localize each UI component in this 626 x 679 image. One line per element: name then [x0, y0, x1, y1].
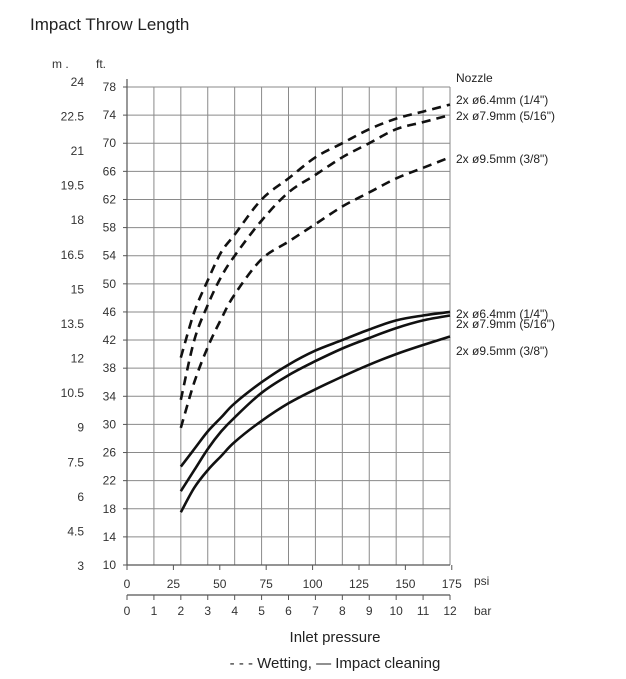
x-axis-label: Inlet pressure [290, 629, 381, 646]
series-line-impact-5 [179, 335, 451, 513]
y-tick-label-m: 6 [77, 490, 84, 504]
series-label: 2x ø9.5mm (3/8") [456, 152, 548, 166]
x-tick-label-psi: 75 [260, 577, 274, 591]
series-line-impact-4 [179, 314, 451, 492]
x-tick-label-psi: 50 [213, 577, 227, 591]
x-tick-label-psi: 175 [442, 577, 462, 591]
y-unit-feet: ft. [96, 57, 106, 71]
x-tick-label-psi: 25 [167, 577, 181, 591]
axes: 7874706662585450464238343026221814102422… [61, 75, 462, 618]
y-tick-label-m: 4.5 [67, 525, 84, 539]
y-tick-label-ft: 14 [103, 530, 117, 544]
x-tick-label-bar: 2 [177, 604, 184, 618]
y-tick-label-ft: 66 [103, 164, 117, 178]
x-tick-label-bar: 9 [366, 604, 373, 618]
y-tick-label-m: 22.5 [61, 109, 85, 123]
x-tick-label-bar: 0 [124, 604, 131, 618]
series-line-wetting-1 [179, 113, 451, 401]
series-lines [179, 103, 451, 513]
y-unit-meters: m . [52, 57, 69, 71]
y-tick-label-m: 24 [71, 75, 85, 89]
chart-title: Impact Throw Length [30, 15, 189, 34]
x-tick-label-psi: 100 [303, 577, 323, 591]
y-tick-label-m: 7.5 [67, 455, 84, 469]
series-label: 2x ø7.9mm (5/16") [456, 109, 555, 123]
y-tick-label-ft: 18 [103, 502, 117, 516]
y-tick-label-m: 3 [77, 559, 84, 573]
series-label: 2x ø9.5mm (3/8") [456, 344, 548, 358]
x-tick-label-bar: 1 [151, 604, 158, 618]
y-tick-label-ft: 70 [103, 136, 117, 150]
y-tick-label-ft: 22 [103, 474, 117, 488]
y-tick-label-ft: 58 [103, 221, 117, 235]
y-tick-label-m: 13.5 [61, 317, 85, 331]
y-tick-label-m: 9 [77, 421, 84, 435]
x-tick-label-bar: 4 [231, 604, 238, 618]
y-tick-label-ft: 34 [103, 389, 117, 403]
y-tick-label-ft: 30 [103, 417, 117, 431]
x-unit-psi: psi [474, 574, 489, 588]
y-tick-label-m: 16.5 [61, 248, 85, 262]
x-tick-label-psi: 0 [124, 577, 131, 591]
legend-header: Nozzle [456, 71, 493, 85]
y-tick-label-ft: 78 [103, 80, 117, 94]
y-tick-label-ft: 42 [103, 333, 117, 347]
x-tick-label-bar: 6 [285, 604, 292, 618]
x-tick-label-bar: 11 [417, 604, 430, 618]
y-tick-label-m: 18 [71, 213, 85, 227]
x-tick-label-psi: 125 [349, 577, 369, 591]
y-tick-label-ft: 46 [103, 305, 117, 319]
y-tick-label-m: 15 [71, 282, 85, 296]
series-line-impact-3 [179, 310, 451, 468]
legend-caption: - - - Wetting, — Impact cleaning [230, 655, 441, 672]
series-label: 2x ø6.4mm (1/4") [456, 93, 548, 107]
series-line-wetting-2 [179, 156, 451, 429]
x-tick-label-bar: 10 [389, 604, 403, 618]
series-label: 2x ø7.9mm (5/16") [456, 317, 555, 331]
x-tick-label-bar: 7 [312, 604, 319, 618]
y-tick-label-ft: 38 [103, 361, 117, 375]
y-tick-label-ft: 50 [103, 277, 117, 291]
y-tick-label-ft: 74 [103, 108, 117, 122]
y-tick-label-m: 21 [71, 144, 85, 158]
y-tick-label-m: 12 [71, 352, 85, 366]
y-tick-label-ft: 54 [103, 249, 117, 263]
y-tick-label-ft: 62 [103, 192, 117, 206]
x-tick-label-bar: 3 [204, 604, 211, 618]
x-unit-bar: bar [474, 604, 491, 618]
y-tick-label-ft: 26 [103, 446, 117, 460]
y-tick-label-m: 10.5 [61, 386, 85, 400]
x-tick-label-bar: 12 [443, 604, 457, 618]
y-tick-label-ft: 10 [103, 558, 117, 572]
series-label: 2x ø6.4mm (1/4") [456, 307, 548, 321]
series-labels: 2x ø6.4mm (1/4")2x ø7.9mm (5/16")2x ø9.5… [456, 93, 555, 358]
y-tick-label-m: 19.5 [61, 179, 85, 193]
x-tick-label-bar: 5 [258, 604, 265, 618]
series-line-wetting-0 [179, 103, 451, 358]
x-tick-label-psi: 150 [395, 577, 415, 591]
x-tick-label-bar: 8 [339, 604, 346, 618]
